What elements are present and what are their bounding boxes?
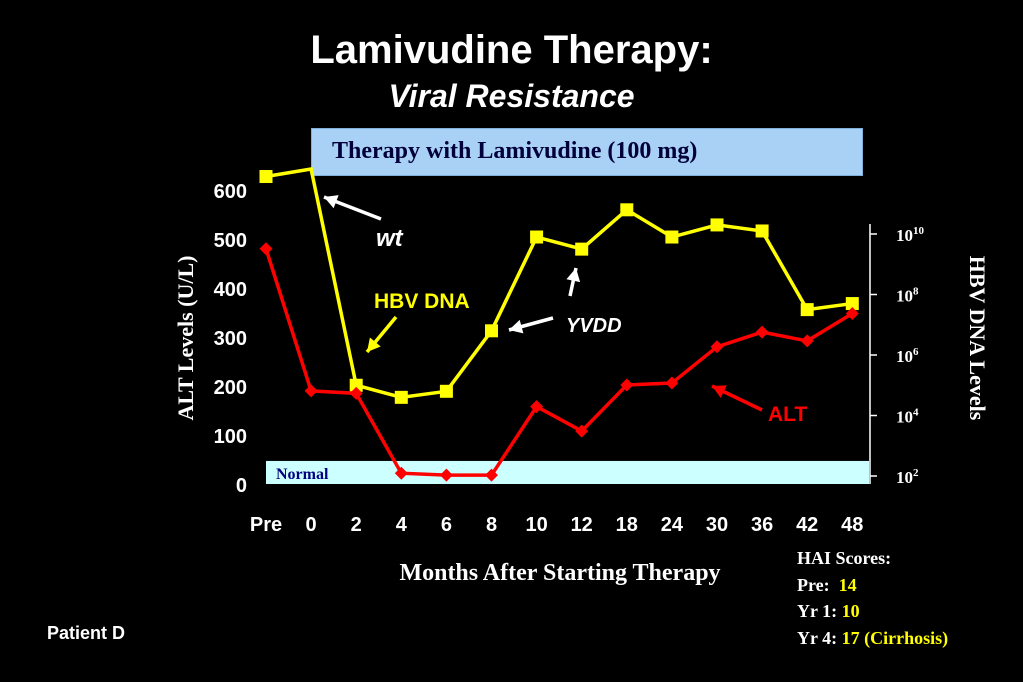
data-point-alt	[394, 466, 408, 480]
hai-label: Pre:	[797, 575, 830, 595]
x-tick-label: 36	[751, 514, 773, 536]
data-point-alt	[755, 325, 769, 339]
y-tick-label: 100	[214, 426, 247, 448]
x-tick-label: 0	[306, 514, 317, 536]
page-subtitle: Viral Resistance	[388, 78, 635, 114]
data-point-alt	[439, 468, 453, 482]
y2-tick-label: 102	[896, 467, 919, 487]
annotation-alt: ALT	[768, 403, 807, 426]
therapy-banner: Therapy with Lamivudine (100 mg)	[311, 128, 863, 176]
data-point-alt	[259, 242, 273, 256]
hai-label: Yr 4:	[797, 628, 838, 648]
patient-label: Patient D	[47, 623, 126, 643]
series-line-hbv-dna	[265, 166, 853, 400]
data-point-hbv-dna	[665, 230, 679, 244]
data-point-hbv-dna	[710, 218, 724, 232]
data-point-hbv-dna	[259, 170, 273, 184]
normal-band	[266, 460, 869, 484]
data-point-hbv-dna	[755, 224, 769, 238]
page-title: Lamivudine Therapy:	[310, 28, 713, 72]
annotation-arrow-head	[566, 268, 581, 283]
y2-tick-label: 104	[896, 407, 919, 427]
x-tick-label: 48	[841, 514, 863, 536]
annotation-wt: wt	[376, 225, 404, 252]
annotation-yvdd: YVDD	[566, 315, 622, 337]
y-tick-label: 0	[236, 475, 247, 497]
data-point-hbv-dna	[394, 390, 408, 404]
y2-tick-label: 108	[896, 286, 919, 306]
y-tick-label: 600	[214, 181, 247, 203]
x-tick-label: 10	[525, 514, 547, 536]
x-tick-label: 42	[796, 514, 818, 536]
y-tick-label: 200	[214, 377, 247, 399]
hai-value: 10	[841, 601, 860, 621]
x-tick-label: 24	[661, 514, 684, 536]
data-point-alt	[304, 384, 318, 398]
x-tick-label: 18	[616, 514, 638, 536]
hai-row-pre: Pre: 14	[797, 575, 857, 596]
data-point-hbv-dna	[439, 384, 453, 398]
y-tick-label: 400	[214, 279, 247, 301]
data-point-hbv-dna	[620, 203, 634, 217]
data-point-hbv-dna	[349, 378, 363, 392]
data-point-alt	[485, 468, 498, 482]
data-point-alt	[665, 376, 679, 390]
y-tick-label: 500	[214, 230, 247, 252]
hai-heading: HAI Scores:	[797, 548, 892, 568]
y-axis-label: ALT Levels (U/L)	[173, 255, 198, 420]
data-point-alt	[349, 386, 363, 400]
x-tick-label: 2	[351, 514, 362, 536]
hai-label: Yr 1:	[797, 601, 838, 621]
annotation-arrow-head	[324, 195, 339, 209]
y2-tick-label: 106	[896, 346, 919, 366]
data-point-hbv-dna	[575, 242, 589, 256]
data-point-hbv-dna	[845, 297, 859, 311]
data-point-hbv-dna	[530, 230, 544, 244]
x-tick-label: 30	[706, 514, 728, 536]
normal-band-label: Normal	[276, 466, 329, 483]
y2-axis-label: HBV DNA Levels	[965, 256, 990, 421]
hai-value: 17 (Cirrhosis)	[841, 628, 949, 648]
data-point-alt	[575, 424, 589, 438]
data-point-alt	[620, 378, 634, 392]
data-point-hbv-dna	[800, 303, 814, 317]
x-tick-label: 4	[396, 514, 408, 536]
series-line-alt	[264, 248, 854, 477]
x-tick-label: Pre	[250, 514, 282, 536]
x-axis-label: Months After Starting Therapy	[399, 560, 720, 586]
annotation-arrow-head	[509, 319, 524, 334]
hai-value: 14	[838, 575, 857, 595]
hai-row-yr4: Yr 4: 17 (Cirrhosis)	[797, 628, 948, 649]
annotation-arrow-head	[712, 385, 727, 398]
x-tick-label: 8	[486, 514, 497, 536]
annotation-arrow-head	[367, 337, 381, 352]
y2-tick-label: 1010	[896, 225, 925, 245]
x-tick-label: 6	[441, 514, 452, 536]
data-point-hbv-dna	[485, 324, 498, 338]
hai-row-yr1: Yr 1: 10	[797, 601, 860, 622]
annotation-hbv-dna: HBV DNA	[374, 290, 470, 313]
data-point-alt	[845, 306, 859, 320]
data-point-alt	[710, 340, 724, 354]
data-point-alt	[530, 400, 544, 414]
x-tick-label: 12	[571, 514, 593, 536]
therapy-label: Therapy with Lamivudine (100 mg)	[332, 138, 698, 164]
y-tick-label: 300	[214, 328, 247, 350]
data-point-alt	[800, 334, 814, 348]
